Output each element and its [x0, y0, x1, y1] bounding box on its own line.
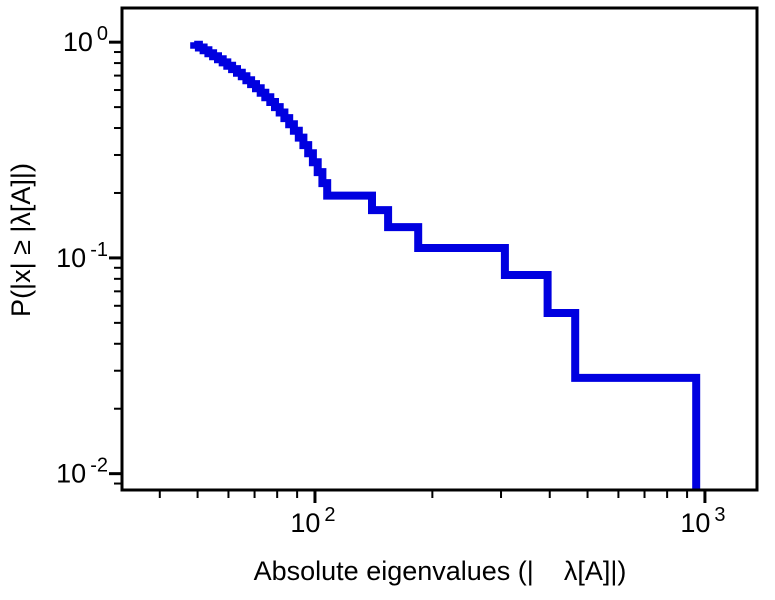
- ccdf-step-curve: [190, 40, 701, 490]
- plot-frame: [120, 6, 759, 492]
- y-tick-label: 10 -1: [56, 239, 108, 273]
- x-tick-label: 10 3: [680, 504, 725, 538]
- y-axis-label: P(|x| ≥ |λ[A]|): [6, 163, 36, 317]
- tick-labels: 10 2 10 3 10 0 10 -1 10 -2: [56, 23, 725, 538]
- x-axis-label-prefix: Absolute eigenvalues (|: [254, 556, 534, 586]
- x-tick-label: 10 2: [290, 504, 335, 538]
- x-axis-label-lambda: λ[A]|): [564, 556, 627, 586]
- y-tick-label: 10 0: [63, 23, 108, 57]
- x-axis-label: Absolute eigenvalues (| λ[A]|): [254, 556, 627, 586]
- tick-marks: [109, 40, 707, 503]
- y-tick-label: 10 -2: [56, 455, 108, 489]
